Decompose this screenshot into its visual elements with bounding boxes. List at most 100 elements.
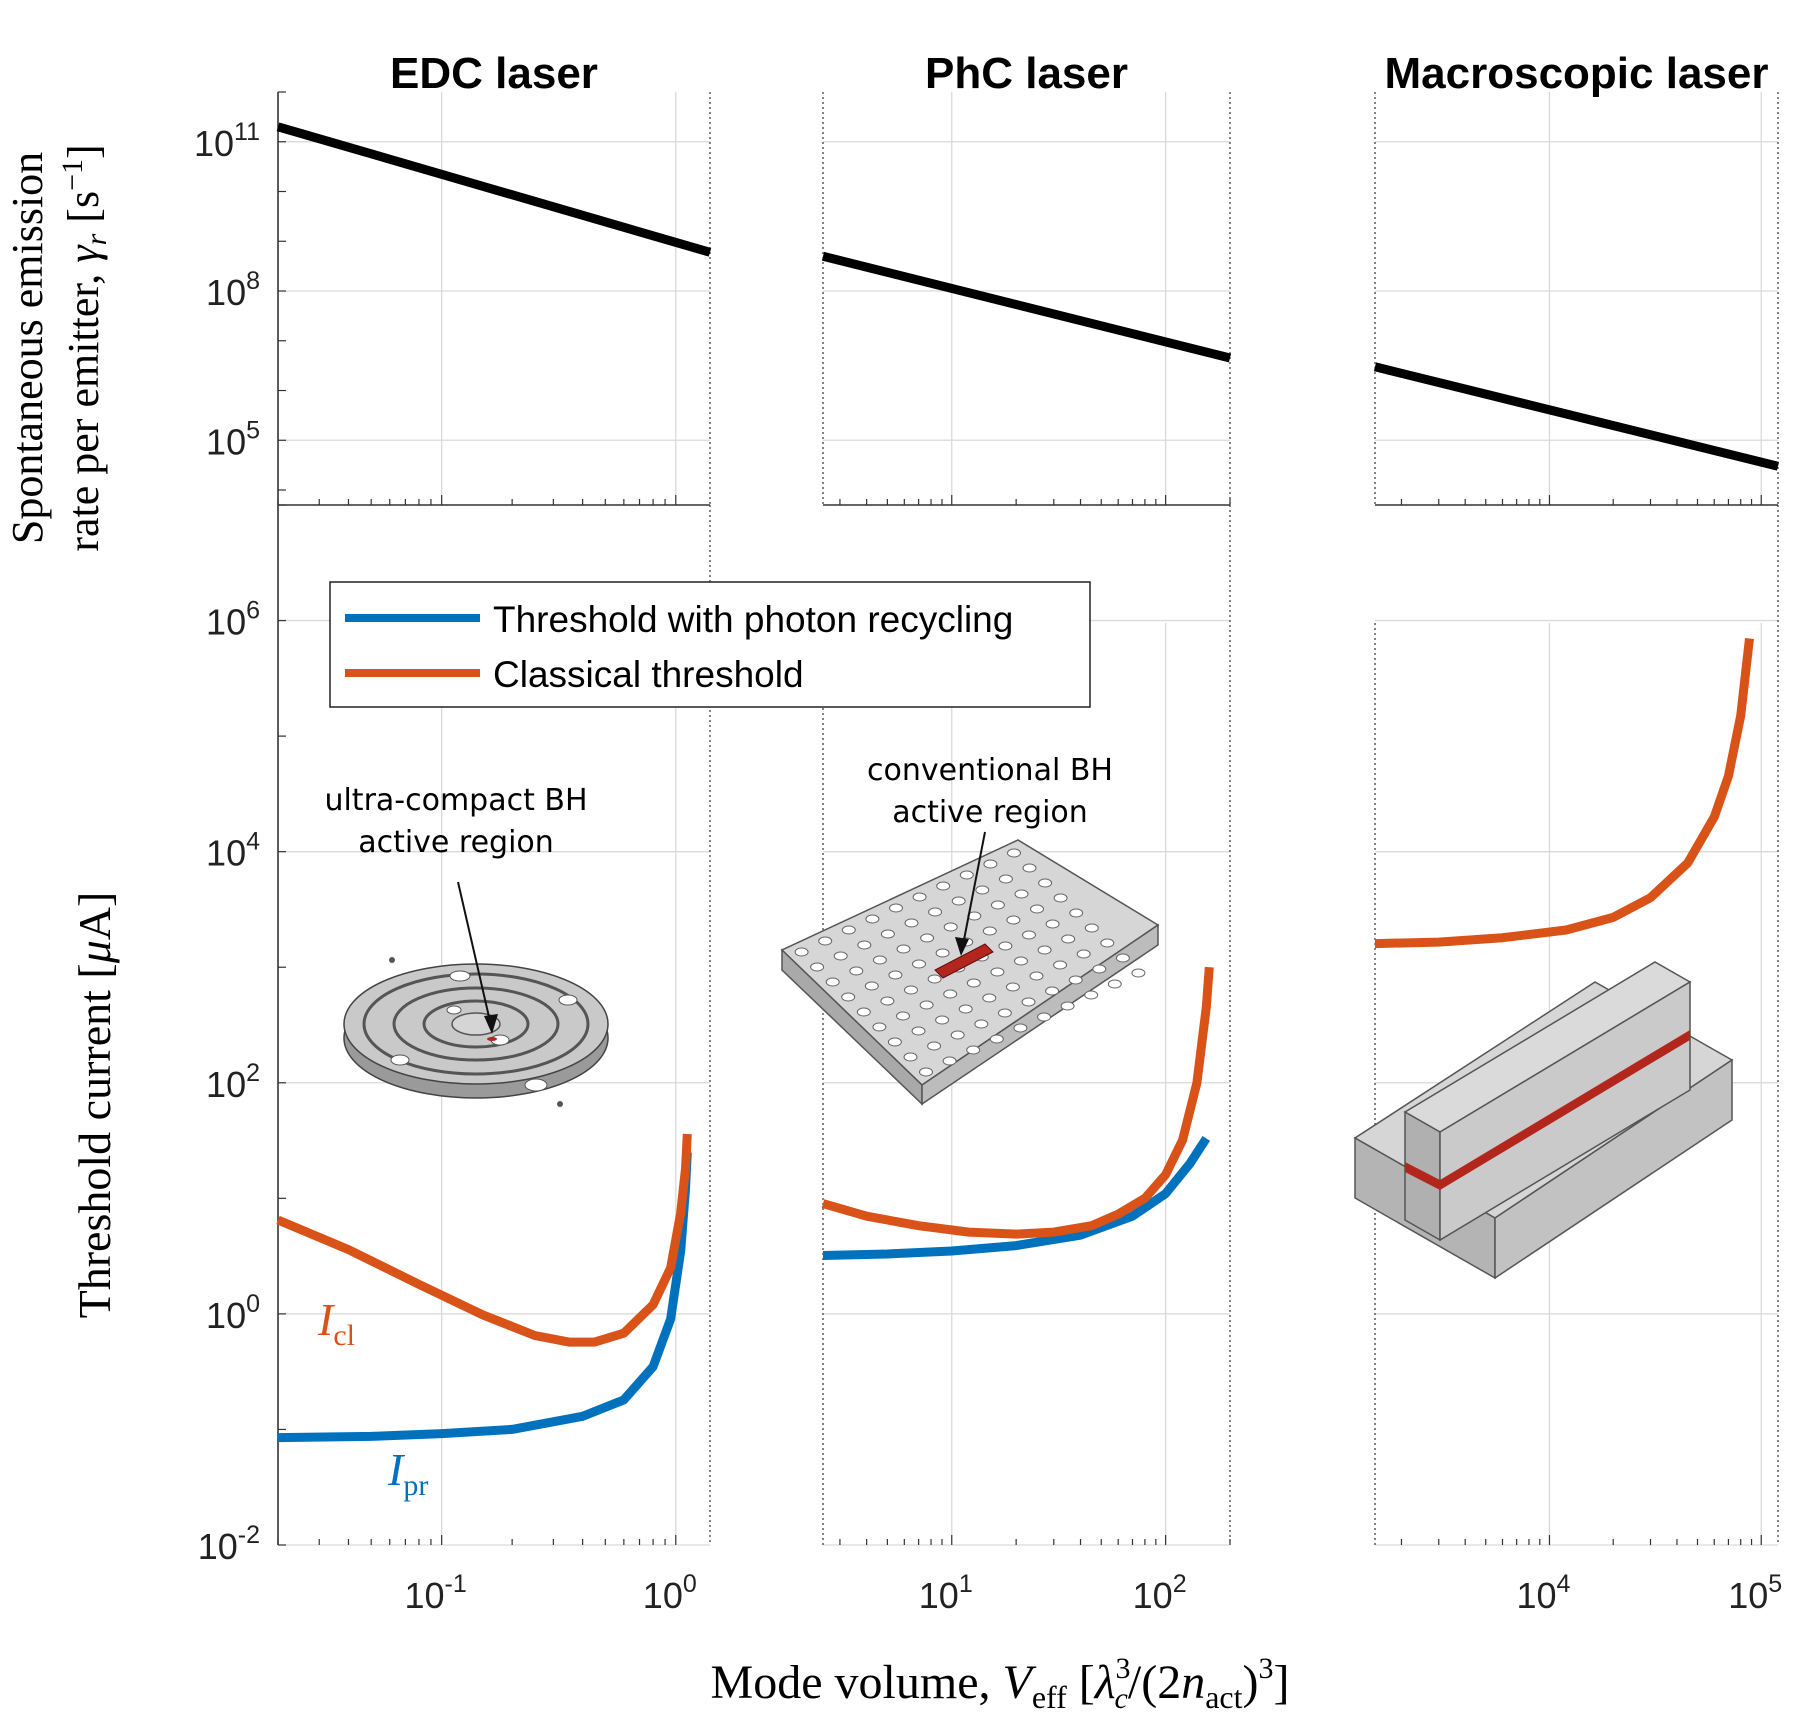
- phc-hole: [975, 885, 990, 895]
- phc-hole: [935, 1015, 950, 1025]
- y-tick-label-bottom: 102: [206, 1059, 260, 1105]
- phc-hole: [990, 967, 1005, 977]
- phc-hole: [818, 936, 833, 946]
- phc-hole: [1092, 964, 1107, 974]
- x-axis-label: Mode volume, Veff [λ3 c/(2nact)3]: [711, 1652, 1290, 1715]
- phc-hole: [989, 1034, 1004, 1044]
- edc-inset-arrowhead: [484, 1014, 498, 1034]
- threshold-pr-curve-phc: [822, 1135, 1211, 1260]
- phc-hole: [943, 989, 958, 999]
- phc-hole: [1013, 1023, 1028, 1033]
- phc-hole: [920, 933, 935, 943]
- phc-inset-arrow: [961, 831, 986, 951]
- phc-hole: [872, 1022, 887, 1032]
- y-label-top-line2: rate per emitter, γr [s−1]: [56, 144, 113, 551]
- phc-hole: [1060, 1001, 1075, 1011]
- legend-label-pr: Threshold with photon recycling: [493, 599, 1013, 640]
- grid-edc: [278, 92, 710, 1546]
- threshold-cl-curve-macro: [1374, 637, 1754, 949]
- phc-hole: [1005, 982, 1020, 992]
- phc-hole: [1030, 904, 1044, 914]
- phc-hole: [935, 948, 950, 958]
- phc-hole: [927, 974, 942, 984]
- phc-hole: [1107, 979, 1122, 989]
- panel-title-macro: Macroscopic laser: [1385, 49, 1769, 98]
- x-tick-label-macro: 105: [1728, 1570, 1782, 1616]
- legend: Threshold with photon recycling Classica…: [329, 581, 1091, 708]
- phc-hole: [950, 1030, 965, 1040]
- phc-hole: [1061, 934, 1076, 944]
- edc-inset-label-line-2: active region: [358, 825, 554, 860]
- phc-hole: [919, 1000, 934, 1010]
- phc-hole: [966, 978, 981, 988]
- phc-hole: [928, 907, 943, 917]
- phc-hole: [1022, 863, 1037, 873]
- phc-hole: [888, 970, 903, 980]
- phc-hole: [889, 903, 903, 913]
- phc-hole: [887, 1037, 902, 1047]
- phc-hole: [1068, 975, 1083, 985]
- panel-edc: 10-1 100: [276, 92, 712, 1616]
- x-tick-label-phc: 101: [919, 1570, 973, 1616]
- phc-hole: [880, 929, 895, 939]
- panel-phc: 101 102: [821, 92, 1232, 1616]
- y-tick-label-bottom: 106: [206, 597, 260, 643]
- phc-hole: [841, 925, 856, 935]
- y-label-top-line1: Spontaneous emission: [3, 152, 52, 544]
- phc-hole: [880, 996, 895, 1006]
- phc-hole: [1076, 949, 1091, 959]
- phc-hole: [841, 992, 856, 1002]
- phc-hole: [904, 985, 918, 995]
- panel-title-edc: EDC laser: [390, 49, 598, 98]
- phc-hole: [849, 966, 864, 976]
- phc-hole: [794, 947, 809, 957]
- x-tick-label-macro: 104: [1516, 1570, 1570, 1616]
- phc-hole: [983, 859, 998, 869]
- emission-rate-line-edc: [276, 122, 712, 257]
- phc-hole: [1053, 960, 1068, 970]
- phc-hole: [1022, 930, 1036, 940]
- y-tick-label-bottom: 100: [206, 1290, 260, 1336]
- phc-hole: [951, 896, 966, 906]
- phc-hole: [896, 944, 911, 954]
- emission-rate-line-phc: [821, 251, 1232, 363]
- phc-hole: [857, 940, 872, 950]
- phc-hole: [1084, 990, 1099, 1000]
- inset-labels: ultra-compact BH active region conventiona…: [324, 753, 1113, 1034]
- phc-hole: [1007, 848, 1021, 858]
- phc-hole: [974, 1019, 989, 1029]
- panel-macro: 104 105: [1373, 92, 1782, 1616]
- phc-slab-illustration: [780, 839, 1160, 1106]
- i-cl-annotation: Icl: [317, 1294, 355, 1352]
- phc-hole: [1037, 1012, 1051, 1022]
- phc-hole: [966, 1045, 981, 1055]
- phc-hole: [1029, 971, 1044, 981]
- legend-box: [329, 581, 1091, 708]
- phc-hole: [927, 1041, 942, 1051]
- phc-hole: [958, 1004, 973, 1014]
- phc-hole: [998, 874, 1013, 884]
- phc-hole: [1045, 919, 1060, 929]
- phc-hole: [1021, 997, 1036, 1007]
- phc-hole: [942, 1056, 957, 1066]
- edc-inset-arrow: [457, 881, 493, 1031]
- phc-hole: [872, 955, 887, 965]
- phc-hole: [864, 981, 879, 991]
- phc-hole: [904, 918, 919, 928]
- y-label-bottom: Threshold current [μA]: [69, 892, 120, 1319]
- legend-label-cl: Classical threshold: [493, 654, 804, 695]
- ridge-waveguide-illustration: [1353, 961, 1734, 1280]
- phc-hole: [856, 1007, 871, 1017]
- x-tick-label-edc: 10-1: [405, 1570, 467, 1616]
- phc-inset-arrowhead: [955, 937, 969, 956]
- edc-inset-label-line-1: ultra-compact BH: [324, 783, 587, 818]
- y-tick-label-bottom: 104: [206, 828, 260, 874]
- phc-hole: [997, 1008, 1012, 1018]
- phc-hole: [1045, 986, 1060, 996]
- threshold-cl-curve-edc: [276, 1133, 692, 1347]
- phc-hole: [998, 941, 1013, 951]
- y-tick-label-top: 108: [206, 267, 260, 313]
- edc-cavity-illustration: [343, 957, 609, 1107]
- phc-hole: [865, 914, 880, 924]
